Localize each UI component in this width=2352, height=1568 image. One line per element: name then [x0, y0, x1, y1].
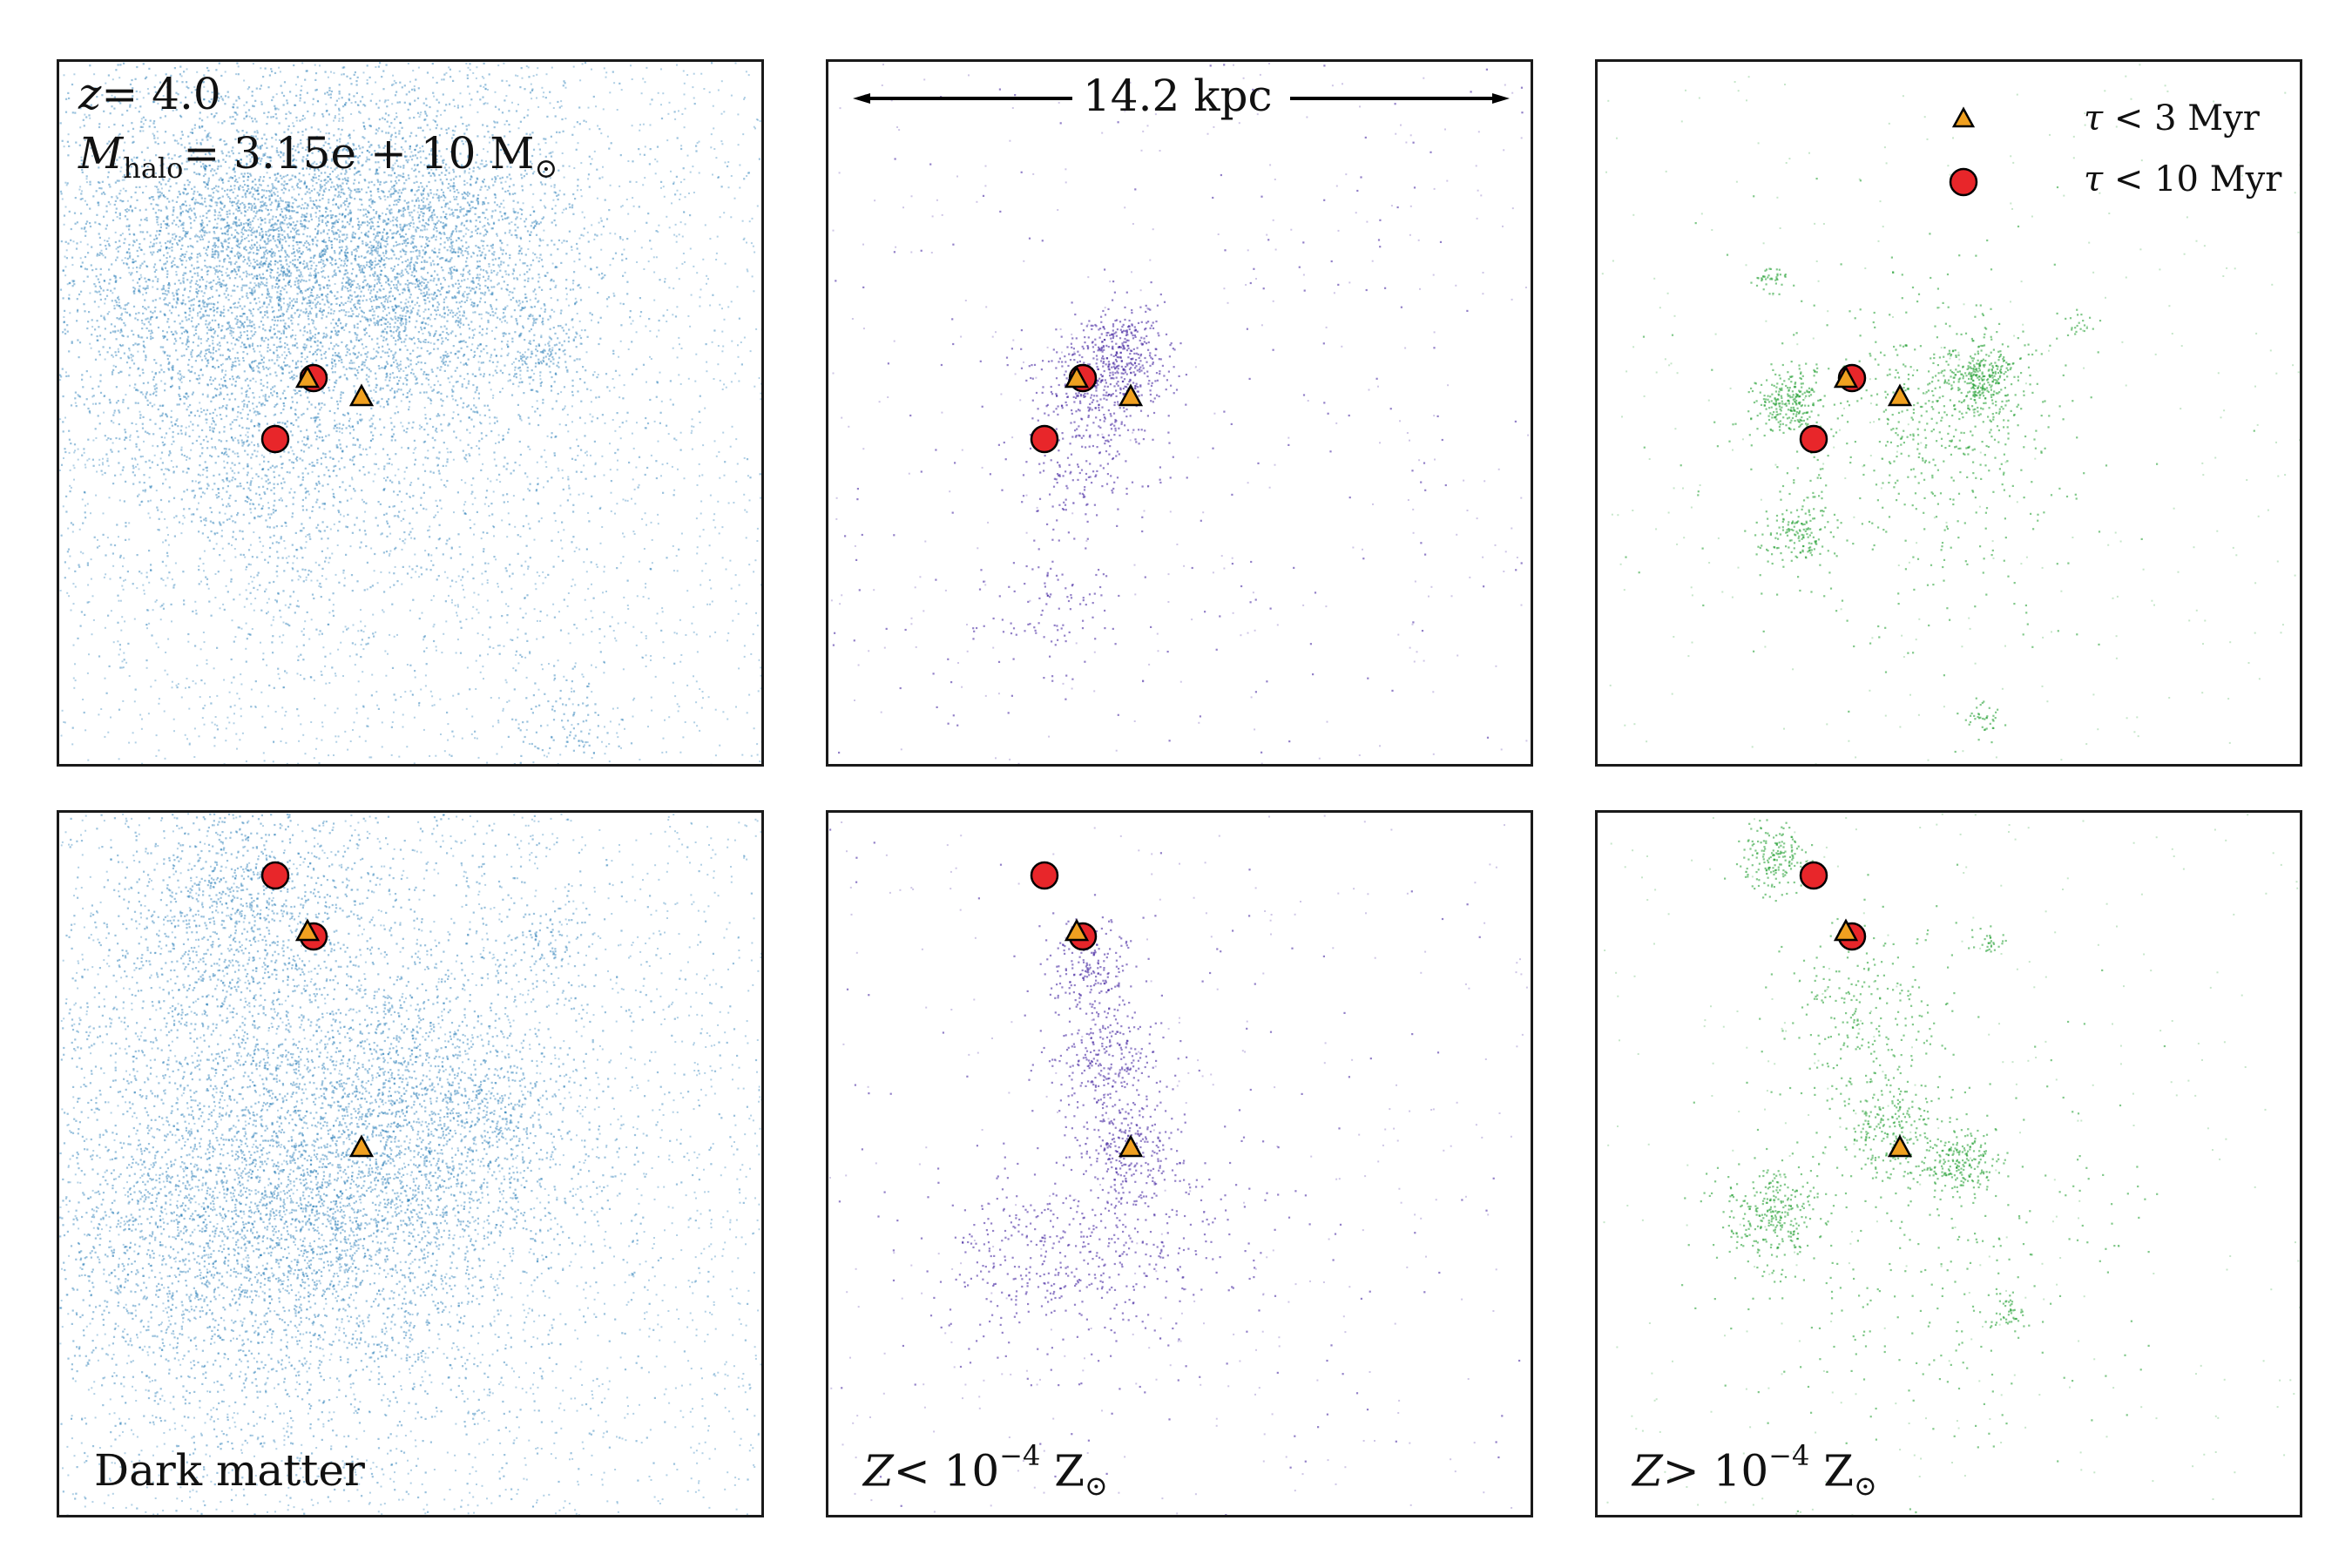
star-circle-marker [1799, 424, 1828, 454]
star-triangle-marker [294, 918, 321, 942]
star-circle-marker [260, 861, 290, 890]
star-triangle-marker [1118, 1134, 1144, 1158]
star-circle-marker [1030, 861, 1059, 890]
panel-highZ-top: τ < 3 Myr τ < 10 Myr [1595, 59, 2302, 767]
star-triangle-marker [348, 1134, 375, 1158]
star-markers [1799, 861, 1913, 1158]
halo-mass-label: Mhalo= 3.15e + 10 M⊙ [78, 132, 558, 182]
high-metallicity-density-map [1601, 64, 2300, 764]
star-triangle-marker [1887, 1134, 1913, 1158]
panel-dm-bottom: Dark matter [57, 810, 764, 1517]
star-triangle-marker [1064, 918, 1090, 942]
low-metallicity-density-map [828, 814, 1531, 1515]
dm-density-map [59, 62, 761, 764]
scale-bar [853, 93, 1510, 104]
star-markers [1030, 861, 1144, 1158]
legend-markers [1949, 106, 1978, 197]
legend-circle-icon [1949, 167, 1978, 197]
legend-triangle-icon [1951, 106, 1976, 128]
dark-matter-label: Dark matter [94, 1449, 365, 1492]
panel-lowZ-top: 14.2 kpc [826, 59, 1533, 767]
panel-highZ-bottom: Z> 10−4 Z⊙ [1595, 810, 2302, 1517]
star-circle-marker [1799, 861, 1828, 890]
star-triangle-marker [1833, 918, 1859, 942]
star-markers [260, 363, 375, 454]
star-triangle-marker [1064, 365, 1090, 389]
redshift-label: z= 4.0 [78, 72, 221, 116]
star-triangle-marker [1118, 383, 1144, 407]
high-metallicity-density-map [1603, 813, 2300, 1515]
star-markers [260, 861, 375, 1158]
star-markers [1030, 363, 1144, 454]
high-metallicity-label: Z> 10−4 Z⊙ [1632, 1442, 1877, 1500]
star-circle-marker [260, 424, 290, 454]
legend-item-young: τ < 3 Myr [2084, 98, 2260, 139]
star-markers [1799, 363, 1913, 454]
star-triangle-marker [348, 383, 375, 407]
star-triangle-marker [1833, 365, 1859, 389]
panel-dm-top: z= 4.0 Mhalo= 3.15e + 10 M⊙ [57, 59, 764, 767]
star-circle-marker [1030, 424, 1059, 454]
low-metallicity-label: Z< 10−4 Z⊙ [863, 1442, 1108, 1500]
star-triangle-marker [1887, 383, 1913, 407]
scale-bar-label: 14.2 kpc [1083, 74, 1273, 118]
star-triangle-marker [294, 365, 321, 389]
legend-item-older: τ < 10 Myr [2084, 159, 2281, 199]
dm-density-map [59, 813, 761, 1515]
panel-lowZ-bottom: Z< 10−4 Z⊙ [826, 810, 1533, 1517]
